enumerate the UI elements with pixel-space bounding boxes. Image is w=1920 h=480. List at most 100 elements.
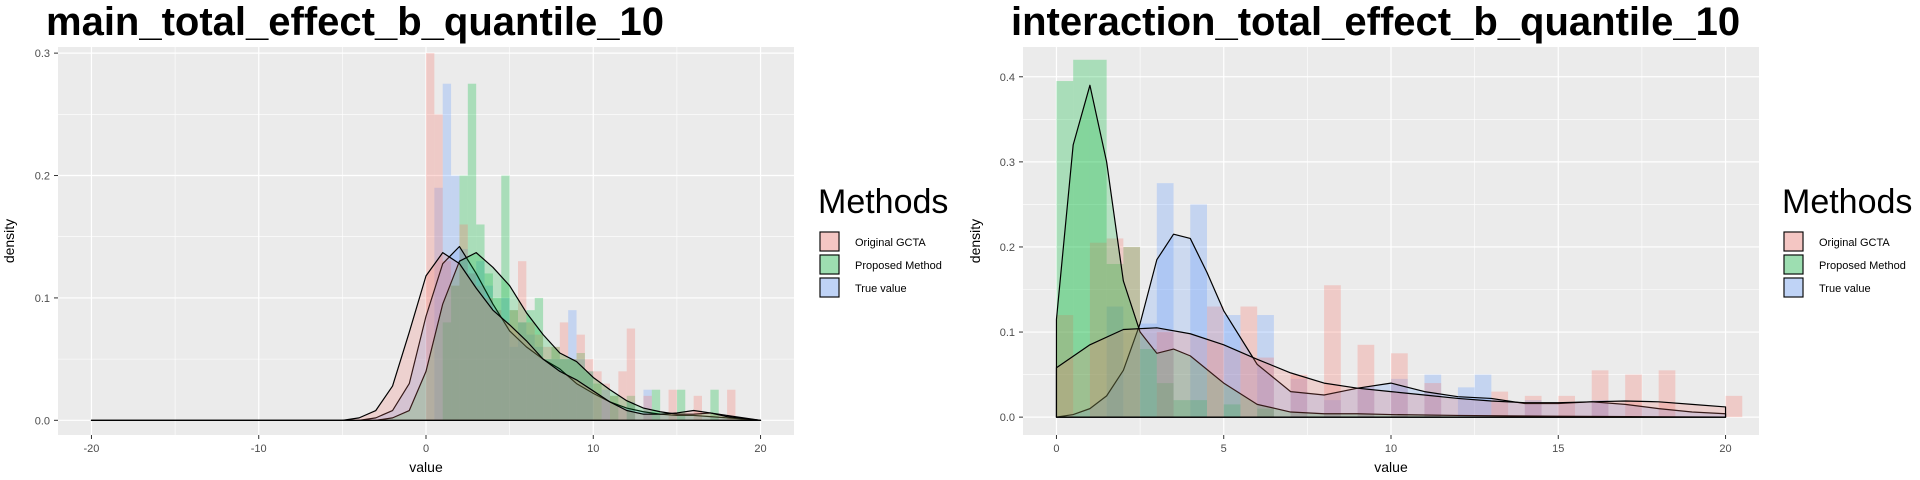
histogram-bar [1524,400,1542,418]
histogram-bar [1391,378,1408,418]
histogram-bar [484,297,493,421]
histogram-bar [509,310,518,421]
y-tick-label: 0.0 [1000,412,1015,424]
histogram-bar [534,297,544,421]
legend-swatch [819,277,840,298]
histogram-bar [518,261,527,421]
histogram-bar [518,322,527,421]
histogram-bar [434,187,443,421]
legend-title: Methods [818,183,948,221]
histogram-bar [1290,378,1308,418]
histogram-bar [1257,408,1274,418]
histogram-bar [626,395,636,421]
histogram-bar [442,261,452,421]
histogram-bar [568,310,577,421]
histogram-bar [467,273,477,421]
histogram-bar [1190,204,1207,418]
histogram-bar [434,114,443,421]
histogram-bar [1089,242,1107,418]
histogram-bar [1491,391,1509,418]
histogram-bar [1257,357,1274,418]
histogram-bar [1089,59,1107,418]
histogram-bar [1240,306,1258,418]
histogram-bar [426,53,435,421]
histogram-bar [518,322,527,421]
histogram-bar [576,334,585,421]
legend-label: Original GCTA [855,237,926,249]
histogram-bar [1457,387,1475,418]
histogram-bar [710,389,719,421]
legend-key-background [1783,254,1804,275]
density-curve-series-1 [1055,327,1727,418]
y-axis-title: density [1,219,17,263]
histogram-bar [1558,395,1575,418]
histogram-bar [1207,306,1224,418]
histogram-bar [451,285,460,421]
histogram-bar [568,359,577,421]
histogram-bar [543,359,552,421]
histogram-bar [1524,395,1542,418]
legend-key-background [819,231,840,252]
density-curve-series-1 [90,252,762,421]
legend-swatch [1783,277,1804,298]
histogram-bar [492,310,502,421]
x-tick-label: 20 [754,443,766,455]
histogram-bar [1424,383,1442,418]
histogram-bar [1474,374,1492,418]
histogram-bar [610,395,619,421]
legend-label: True value [1819,283,1871,295]
histogram-bar [1073,59,1090,418]
histogram-bar [509,346,518,421]
density-curve-series-3 [1055,233,1727,418]
histogram-bar [1223,404,1241,418]
histogram-bar [1140,323,1157,418]
histogram-bar [593,383,602,421]
legend-title: Methods [1782,183,1912,221]
histogram-bar [492,297,502,421]
x-axis-title: value [1374,459,1408,475]
legend: Methods Original GCTA Proposed Method True … [1782,183,1912,298]
histogram-bar [534,346,544,421]
histogram-bar [1591,370,1609,418]
histogram-bar [1290,374,1308,418]
legend-swatch [819,254,840,275]
histogram-bar [484,273,493,421]
y-tick-label: 0.3 [35,48,50,60]
histogram-bar [1173,400,1191,418]
histogram-bar [442,322,452,421]
histogram-series-2 [1056,59,1274,418]
histogram-bar [643,395,652,421]
histogram-bar [526,322,535,421]
legend-label: Proposed Method [855,260,942,272]
x-tick-label: -10 [251,443,267,455]
x-tick-label: 15 [1552,443,1564,455]
histogram-bar [651,389,661,421]
y-tick-label: 0.2 [35,171,50,183]
histogram-bar [492,310,502,421]
histogram-bar [576,359,585,421]
histogram-bar [459,248,468,421]
histogram-bar [526,310,535,421]
x-tick-label: 0 [1053,443,1059,455]
histogram-bar [584,359,594,421]
y-axis-title: density [967,219,983,263]
legend-swatch [819,231,840,252]
x-tick-label: -20 [84,443,100,455]
histogram-bar [526,334,535,421]
histogram-bar [467,83,477,421]
histogram-bar [551,346,560,421]
histogram-bar [543,359,552,421]
histogram-bar [451,175,460,421]
histogram-bar [1591,400,1609,418]
histogram-bar [727,389,736,421]
histogram-bar [1725,395,1743,418]
histogram-bar [559,322,569,421]
histogram-bar [551,359,560,421]
chart-title-interaction: interaction_total_effect_b_quantile_10 [1011,0,1741,44]
histogram-bar [501,175,510,421]
histogram-bar [459,224,468,421]
histogram-bar [1658,370,1676,418]
histogram-bar [1106,238,1124,418]
histogram-bar [1106,263,1124,418]
histogram-bar [1056,81,1074,418]
